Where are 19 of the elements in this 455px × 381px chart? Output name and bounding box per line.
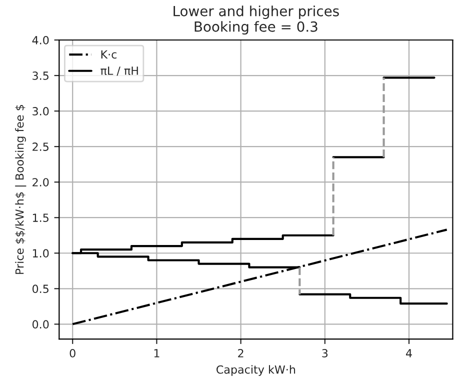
x-tick-label: 0	[70, 349, 76, 358]
y-axis-title: Price $$/kW·h$ | Booking fee $	[15, 104, 26, 274]
x-axis-title: Capacity kW·h	[216, 365, 296, 376]
x-tick-label: 1	[154, 349, 160, 358]
y-tick-label: 1.0	[32, 249, 49, 258]
y-tick-label: 0.0	[32, 320, 49, 329]
legend-label: K·c	[101, 50, 116, 59]
y-tick-label: 2.0	[32, 178, 49, 186]
x-tick-label: 3	[322, 349, 328, 358]
chart-title: Lower and higher prices Booking fee = 0.3	[174, 6, 339, 35]
y-tick-label: 3.5	[32, 72, 48, 80]
x-tick-label: 4	[406, 349, 412, 358]
y-tick-label: 2.5	[32, 142, 48, 151]
y-tick-label: 4.0	[32, 36, 49, 44]
legend-label: πL / πH	[100, 66, 138, 76]
y-tick-label: 3.0	[32, 107, 49, 116]
y-tick-label: 0.5	[32, 284, 48, 294]
x-tick-label: 2	[238, 349, 244, 358]
y-tick-label: 1.5	[32, 214, 48, 222]
